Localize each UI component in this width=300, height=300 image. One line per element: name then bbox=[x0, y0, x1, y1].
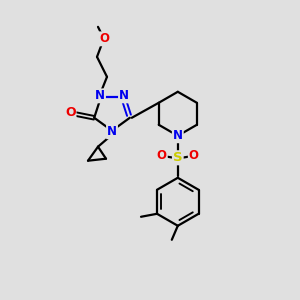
Text: O: O bbox=[99, 32, 109, 45]
Text: O: O bbox=[157, 149, 167, 162]
Text: N: N bbox=[95, 89, 105, 102]
Text: N: N bbox=[173, 129, 183, 142]
Text: O: O bbox=[65, 106, 76, 119]
Text: N: N bbox=[119, 89, 129, 102]
Text: S: S bbox=[173, 151, 183, 164]
Text: O: O bbox=[189, 149, 199, 162]
Text: N: N bbox=[107, 125, 117, 138]
